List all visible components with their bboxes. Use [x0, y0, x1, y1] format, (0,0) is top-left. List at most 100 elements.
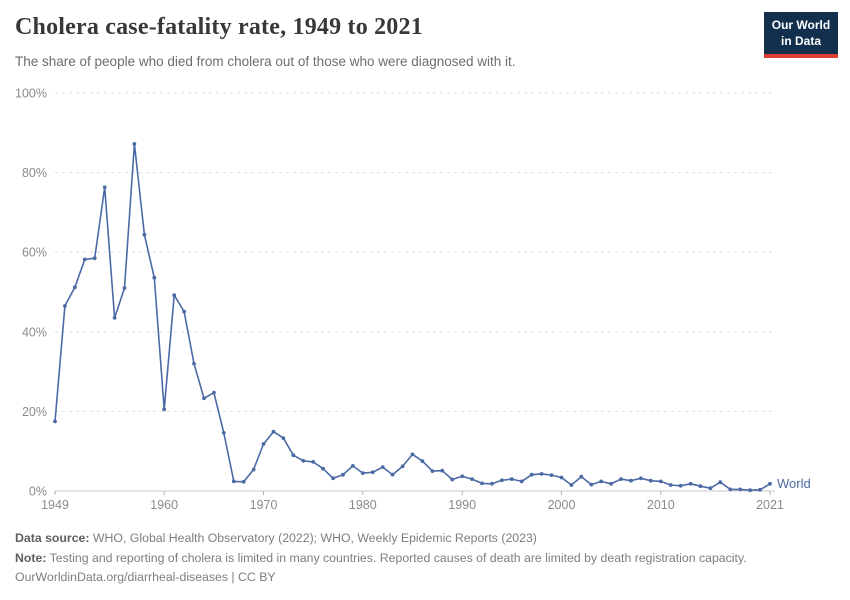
logo-line-2: in Data — [780, 33, 821, 48]
data-point — [92, 256, 97, 261]
data-point — [281, 436, 286, 440]
line-chart: 0% 20% 40% 60% 80% 100% 1949 1960 1970 1980 1990 20… — [15, 87, 811, 513]
data-point — [212, 390, 216, 395]
data-point — [351, 464, 355, 468]
data-point — [112, 316, 117, 320]
data-point — [390, 472, 395, 477]
x-tick-label: 2010 — [647, 498, 675, 512]
data-point — [380, 465, 385, 469]
data-point — [490, 481, 494, 486]
data-point — [668, 483, 673, 487]
data-point — [609, 481, 613, 486]
data-point — [202, 396, 206, 401]
x-tick-label: 2000 — [548, 498, 576, 512]
data-point — [182, 309, 187, 314]
data-point — [63, 304, 67, 308]
data-point — [768, 481, 772, 486]
data-point — [311, 460, 316, 464]
y-tick-label: 40% — [22, 325, 47, 339]
footer: Data source: WHO, Global Health Observat… — [15, 529, 825, 588]
chart-subtitle: The share of people who died from choler… — [15, 54, 516, 69]
data-point — [460, 474, 465, 479]
data-point — [132, 142, 137, 146]
y-tick-label: 20% — [22, 405, 47, 419]
data-point — [162, 407, 167, 412]
data-point — [152, 275, 157, 280]
data-point — [748, 488, 752, 493]
data-point — [122, 286, 127, 290]
data-point — [619, 477, 623, 481]
data-point — [678, 483, 683, 488]
license-link[interactable]: OurWorldinData.org/diarrheal-diseases | … — [15, 570, 276, 584]
data-point — [82, 257, 87, 262]
data-source-text: WHO, Global Health Observatory (2022); W… — [92, 531, 537, 545]
series-label-world: World — [777, 476, 811, 491]
data-point — [360, 471, 365, 475]
data-point — [738, 487, 743, 492]
y-tick-label: 80% — [22, 166, 47, 180]
x-tick-label: 2021 — [756, 498, 784, 512]
data-point — [221, 431, 226, 435]
data-point — [708, 486, 713, 491]
data-point — [549, 473, 554, 477]
data-point — [579, 474, 584, 479]
x-tick-label: 1960 — [150, 498, 178, 512]
data-point — [728, 487, 733, 492]
data-point — [142, 232, 147, 237]
data-point — [53, 419, 57, 424]
data-point — [718, 480, 723, 485]
x-tick-label: 1980 — [349, 498, 377, 512]
data-point — [629, 478, 633, 483]
data-point — [192, 361, 196, 366]
data-point — [519, 479, 524, 484]
data-point — [291, 453, 296, 458]
data-point — [440, 468, 445, 473]
data-point — [569, 483, 574, 487]
data-point — [102, 185, 107, 190]
data-point — [648, 478, 653, 483]
data-point — [639, 476, 643, 481]
data-point — [341, 472, 345, 477]
data-point — [450, 477, 455, 482]
x-tick-label: 1949 — [41, 498, 69, 512]
data-point — [589, 482, 594, 487]
data-point — [301, 458, 306, 463]
data-point — [271, 429, 276, 434]
data-point — [241, 479, 246, 484]
data-point — [370, 470, 375, 475]
note-text: Testing and reporting of cholera is limi… — [49, 550, 747, 565]
data-point — [400, 464, 405, 469]
data-point — [539, 472, 544, 476]
data-point — [261, 442, 266, 446]
data-point — [559, 475, 564, 480]
data-point — [321, 466, 325, 471]
chart-title: Cholera case-fatality rate, 1949 to 2021 — [15, 14, 423, 40]
data-point — [73, 285, 77, 290]
data-point — [420, 459, 425, 463]
data-source-label: Data source: — [15, 531, 90, 545]
data-point — [688, 481, 693, 486]
data-source-line: Data source: WHO, Global Health Observat… — [15, 529, 825, 549]
series-line-world — [54, 143, 771, 492]
data-point — [231, 479, 236, 484]
data-point — [599, 479, 604, 484]
data-point — [658, 479, 663, 484]
logo-line-1: Our World — [771, 18, 831, 32]
x-tick-label: 1970 — [250, 498, 278, 512]
note-label: Note: — [15, 550, 47, 565]
data-point — [758, 487, 762, 492]
data-point — [172, 293, 177, 298]
data-point — [480, 481, 484, 486]
data-point — [331, 476, 335, 481]
data-point — [698, 484, 703, 489]
y-tick-label: 60% — [22, 246, 47, 260]
data-point — [529, 472, 534, 477]
data-point — [251, 467, 256, 472]
owid-logo: Our World in Data — [764, 12, 838, 59]
x-tick-label: 1990 — [448, 498, 476, 512]
data-point — [410, 452, 415, 457]
data-point — [509, 477, 514, 481]
license-line: OurWorldinData.org/diarrheal-diseases | … — [15, 568, 825, 588]
data-point — [430, 469, 435, 473]
